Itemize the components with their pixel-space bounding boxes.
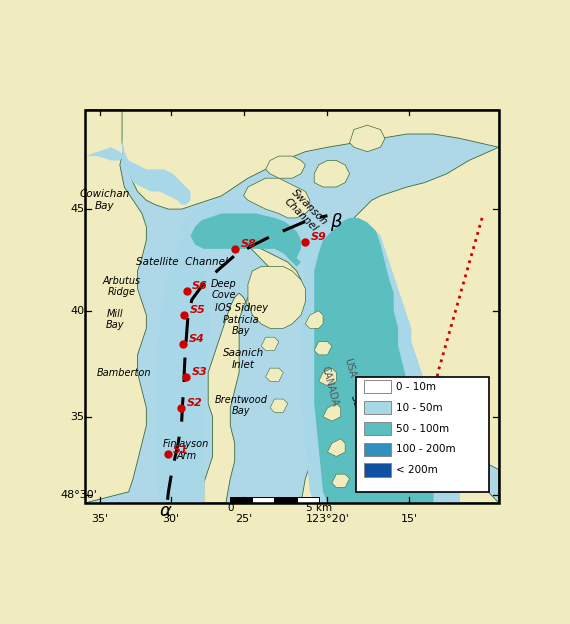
Bar — [296, 497, 319, 503]
Text: S6: S6 — [192, 281, 208, 291]
Polygon shape — [266, 156, 306, 178]
Text: Saanich
Inlet: Saanich Inlet — [223, 348, 264, 370]
Polygon shape — [266, 368, 283, 381]
Text: Arbutus
Ridge: Arbutus Ridge — [103, 276, 141, 297]
Text: Finlayson
Arm: Finlayson Arm — [163, 439, 209, 461]
Text: 10 - 50m: 10 - 50m — [396, 402, 442, 412]
Text: 40': 40' — [71, 306, 88, 316]
Polygon shape — [314, 218, 433, 503]
Polygon shape — [86, 110, 499, 209]
Text: 0 - 10m: 0 - 10m — [396, 382, 436, 392]
Text: S9: S9 — [311, 233, 327, 243]
Text: 48°30': 48°30' — [61, 490, 97, 500]
Polygon shape — [243, 178, 310, 218]
Polygon shape — [349, 125, 385, 152]
Text: 5 km: 5 km — [306, 503, 332, 513]
Text: Satellite  Channel: Satellite Channel — [136, 257, 227, 267]
Text: Mill
Bay: Mill Bay — [106, 309, 125, 330]
Text: S3: S3 — [192, 367, 207, 377]
Text: CANADA: CANADA — [319, 364, 340, 407]
Text: S4: S4 — [189, 334, 205, 344]
Text: Bamberton: Bamberton — [97, 368, 152, 378]
Polygon shape — [261, 337, 279, 351]
Bar — [364, 422, 390, 435]
Text: < 200m: < 200m — [396, 466, 438, 475]
Bar — [86, 110, 499, 503]
Text: 50 - 100m: 50 - 100m — [396, 424, 449, 434]
Text: S2: S2 — [186, 398, 202, 408]
Text: S5: S5 — [190, 305, 206, 315]
Polygon shape — [155, 231, 210, 503]
Text: USA: USA — [342, 357, 357, 379]
Polygon shape — [327, 439, 345, 457]
Polygon shape — [306, 311, 323, 328]
Polygon shape — [323, 404, 341, 421]
Text: 45': 45' — [71, 204, 88, 214]
Polygon shape — [332, 474, 349, 487]
Text: Cowichan
Bay: Cowichan Bay — [79, 190, 129, 211]
Text: Haro
Strait: Haro Strait — [349, 391, 377, 424]
Polygon shape — [122, 139, 190, 205]
Polygon shape — [248, 266, 306, 328]
Polygon shape — [319, 368, 336, 386]
Polygon shape — [174, 266, 192, 503]
Text: 0: 0 — [227, 503, 234, 513]
Polygon shape — [314, 160, 349, 187]
Polygon shape — [204, 147, 499, 503]
Text: 30': 30' — [162, 514, 179, 524]
Text: $\beta$: $\beta$ — [330, 212, 343, 233]
Polygon shape — [86, 110, 146, 503]
Bar — [364, 442, 390, 456]
Bar — [356, 377, 488, 492]
Bar — [86, 110, 499, 503]
Polygon shape — [161, 240, 207, 503]
Polygon shape — [323, 222, 367, 503]
Text: IOS Sidney
Patricia
Bay: IOS Sidney Patricia Bay — [215, 303, 268, 336]
Text: 100 - 200m: 100 - 200m — [396, 444, 455, 454]
Bar — [364, 464, 390, 477]
Text: Brentwood
Bay: Brentwood Bay — [215, 395, 268, 416]
Bar — [275, 497, 296, 503]
Bar — [230, 497, 253, 503]
Polygon shape — [270, 399, 288, 412]
Polygon shape — [168, 253, 200, 503]
Polygon shape — [190, 209, 306, 266]
Text: 25': 25' — [235, 514, 252, 524]
Text: $\alpha$: $\alpha$ — [160, 502, 173, 520]
Polygon shape — [301, 218, 460, 503]
Polygon shape — [86, 147, 124, 160]
Bar — [253, 497, 275, 503]
Polygon shape — [336, 231, 359, 503]
Text: Deep
Cove: Deep Cove — [211, 279, 237, 300]
Text: 35': 35' — [71, 412, 88, 422]
Text: 35': 35' — [91, 514, 108, 524]
Bar — [364, 401, 390, 414]
Text: 15': 15' — [401, 514, 418, 524]
Text: Swanson
Channel: Swanson Channel — [282, 187, 329, 235]
Text: S1: S1 — [173, 444, 189, 454]
Text: S8: S8 — [241, 239, 256, 249]
Text: 123°20': 123°20' — [306, 514, 349, 524]
Polygon shape — [177, 200, 323, 275]
Polygon shape — [314, 341, 332, 355]
Bar — [364, 380, 390, 393]
